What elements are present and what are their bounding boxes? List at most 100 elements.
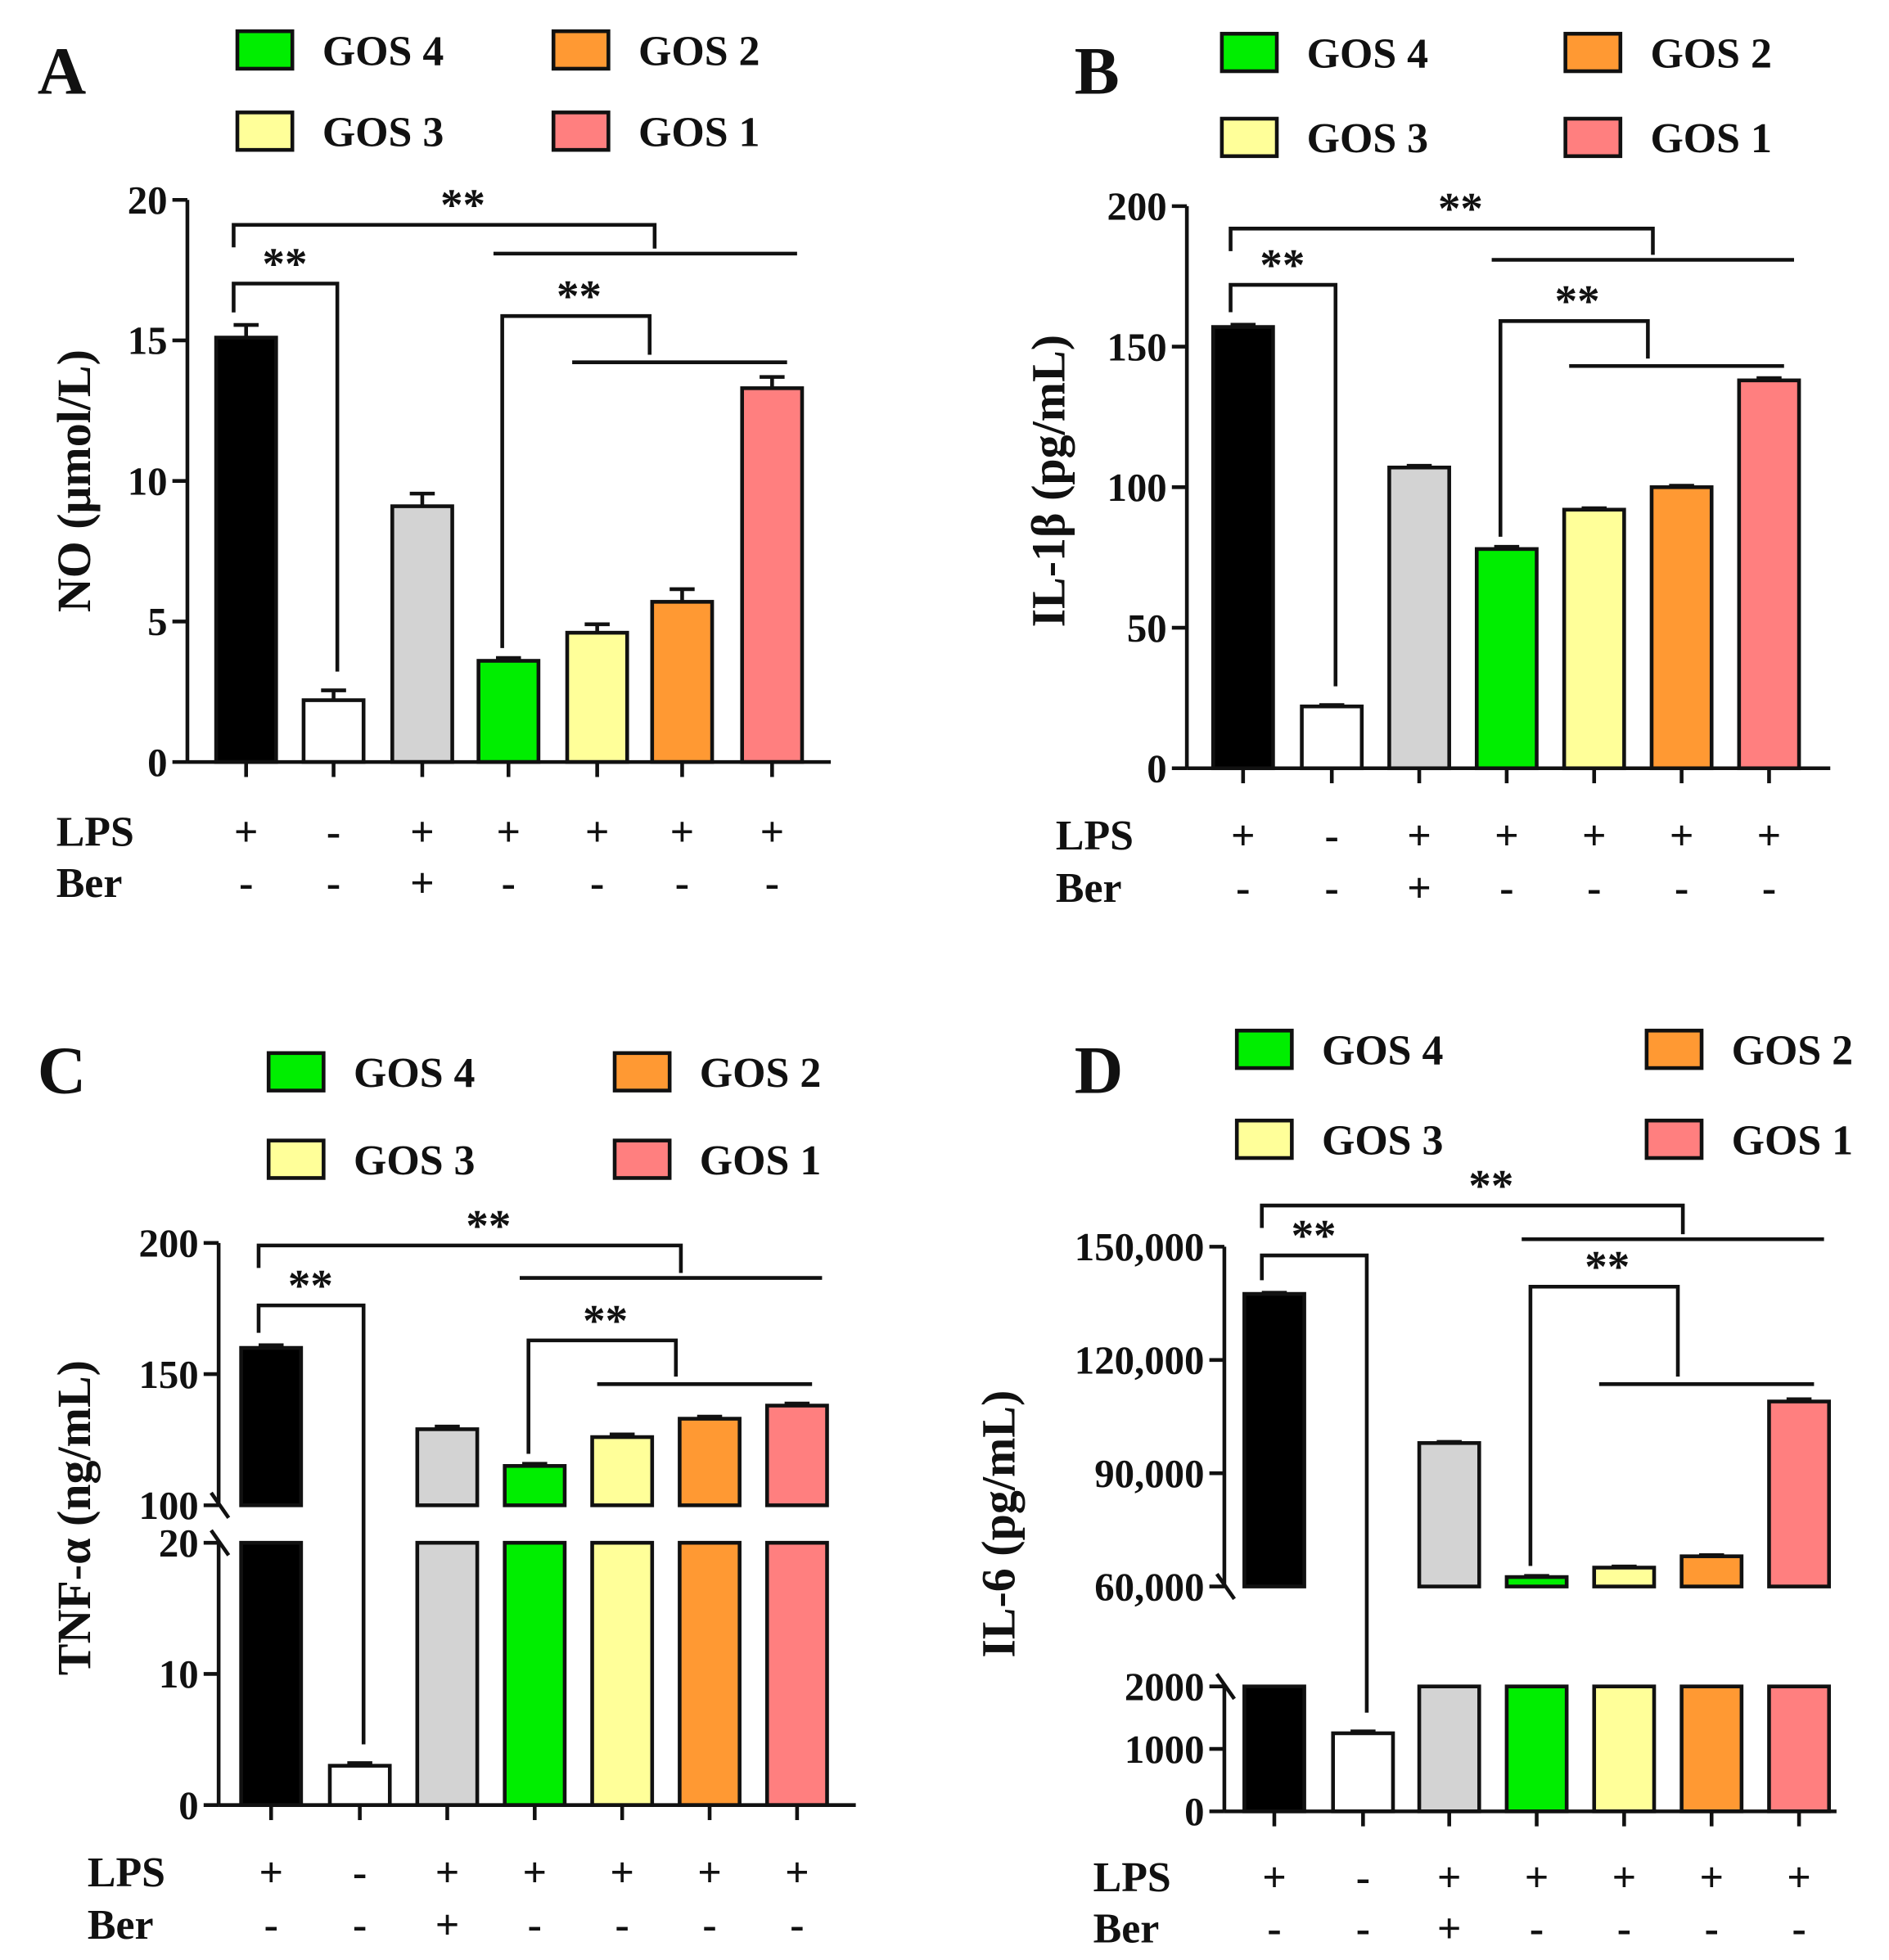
bar-ber bbox=[1417, 1440, 1481, 1588]
ber-marker: - bbox=[1236, 865, 1250, 912]
legend-swatch bbox=[1234, 1029, 1294, 1070]
significance-bracket bbox=[1260, 1203, 1824, 1241]
legend-swatch bbox=[612, 1138, 672, 1180]
significance-stars: ** bbox=[1260, 240, 1305, 290]
error-bar bbox=[697, 1414, 723, 1419]
bar-gos-2 bbox=[678, 1540, 742, 1808]
bar-gos-1 bbox=[764, 1404, 829, 1507]
ber-marker: + bbox=[410, 860, 435, 907]
legend-swatch bbox=[266, 1138, 326, 1180]
lps-marker: + bbox=[1699, 1854, 1724, 1901]
bar-control bbox=[1300, 704, 1364, 771]
ber-marker: - bbox=[1267, 1906, 1281, 1953]
ber-marker: - bbox=[1356, 1906, 1370, 1953]
y-tick-label: 60,000 bbox=[1094, 1564, 1204, 1609]
legend-label: GOS 1 bbox=[1732, 1117, 1853, 1164]
legend-swatch bbox=[1220, 31, 1279, 74]
lps-row-label: LPS bbox=[1056, 813, 1134, 859]
error-bar bbox=[1494, 544, 1520, 549]
panel-a: A GOS 4 GOS 2 GOS 3 GOS 1 NO (μmol/L) + - - - + + + -… bbox=[38, 28, 832, 907]
bar-gos-3 bbox=[1592, 1566, 1657, 1588]
lps-marker: + bbox=[1582, 813, 1607, 859]
lps-marker: + bbox=[1525, 1854, 1549, 1901]
bar-gos-4 bbox=[1474, 547, 1539, 771]
ber-row-label: Ber bbox=[1056, 865, 1122, 912]
y-tick-label: 0 bbox=[1184, 1789, 1204, 1834]
legend-swatch bbox=[235, 110, 295, 152]
legend-swatch bbox=[551, 110, 611, 152]
significance-stars: ** bbox=[466, 1201, 511, 1250]
significance-stars: ** bbox=[1468, 1160, 1513, 1210]
significance-bracket bbox=[232, 223, 797, 256]
y-tick-label: 1000 bbox=[1125, 1727, 1205, 1772]
y-tick-label: 200 bbox=[1107, 184, 1166, 229]
significance-stars: ** bbox=[1292, 1210, 1337, 1260]
ber-marker: + bbox=[1437, 1906, 1462, 1953]
lps-marker: + bbox=[1787, 1854, 1811, 1901]
lps-marker: - bbox=[353, 1850, 367, 1896]
significance-stars: ** bbox=[557, 271, 602, 321]
significance-stars: ** bbox=[288, 1260, 333, 1310]
error-bar bbox=[233, 322, 259, 338]
legend-swatch bbox=[612, 1051, 672, 1093]
y-tick-label: 10 bbox=[128, 458, 168, 503]
error-bar bbox=[609, 1432, 635, 1438]
bar-ber bbox=[415, 1427, 480, 1507]
legend: GOS 4 GOS 2 GOS 3 GOS 1 bbox=[235, 28, 760, 156]
lps-marker: + bbox=[697, 1850, 722, 1896]
bar-lps bbox=[1242, 1684, 1306, 1814]
y-tick-label: 150 bbox=[138, 1352, 198, 1397]
bar-control bbox=[327, 1764, 392, 1808]
error-bar bbox=[1669, 484, 1694, 488]
legend: GOS 4 GOS 2 GOS 3 GOS 1 bbox=[266, 1050, 821, 1184]
ber-marker: - bbox=[1675, 865, 1688, 912]
lps-marker: + bbox=[1612, 1854, 1637, 1901]
legend-swatch bbox=[1563, 31, 1623, 74]
significance-stars: ** bbox=[1438, 183, 1483, 233]
y-tick-label: 20 bbox=[128, 178, 168, 223]
legend-label: GOS 1 bbox=[638, 110, 760, 156]
legend-swatch bbox=[1644, 1118, 1704, 1160]
bar-gos-3 bbox=[590, 1540, 655, 1808]
y-tick-label: 50 bbox=[1127, 606, 1167, 651]
bar-gos-4 bbox=[503, 1463, 567, 1507]
significance-bracket bbox=[256, 1243, 823, 1280]
significance-bracket bbox=[1528, 1284, 1815, 1566]
legend-swatch bbox=[235, 29, 295, 71]
bar-gos-2 bbox=[1679, 1684, 1744, 1814]
axis-break-mark bbox=[1215, 1573, 1237, 1601]
lps-marker: + bbox=[1757, 813, 1782, 859]
bar-gos-1 bbox=[1737, 378, 1801, 771]
bar-gos-4 bbox=[476, 659, 541, 764]
ber-marker: - bbox=[790, 1902, 804, 1949]
lps-marker: + bbox=[1262, 1854, 1287, 1901]
y-axis-label: IL-6 (pg/mL) bbox=[972, 1390, 1025, 1658]
lps-marker: + bbox=[1231, 813, 1256, 859]
bar-lps bbox=[239, 1540, 304, 1808]
error-bar bbox=[760, 375, 785, 389]
legend-label: GOS 2 bbox=[1732, 1028, 1853, 1075]
error-bar bbox=[1786, 1397, 1812, 1402]
axis-break-mark bbox=[210, 1529, 231, 1557]
lps-marker: + bbox=[1407, 813, 1431, 859]
lps-row-label: LPS bbox=[56, 809, 134, 855]
error-bar bbox=[1756, 376, 1782, 381]
error-bar bbox=[1261, 1291, 1287, 1295]
ber-marker: - bbox=[590, 860, 604, 907]
legend-swatch bbox=[266, 1051, 326, 1093]
error-bar bbox=[1319, 703, 1345, 707]
error-bar bbox=[1406, 463, 1432, 468]
panel-letter: D bbox=[1075, 1034, 1124, 1108]
lps-marker: + bbox=[496, 809, 521, 855]
y-tick-label: 150 bbox=[1107, 324, 1166, 369]
bar-ber bbox=[390, 504, 454, 764]
bar-gos-3 bbox=[1562, 507, 1626, 771]
bar-lps bbox=[1210, 325, 1275, 771]
lps-marker: + bbox=[234, 809, 259, 855]
bar-gos-4 bbox=[1504, 1575, 1569, 1588]
legend-label: GOS 4 bbox=[1322, 1028, 1443, 1075]
significance-stars: ** bbox=[263, 238, 308, 288]
legend-swatch bbox=[1644, 1029, 1704, 1070]
bar-gos-2 bbox=[650, 600, 715, 764]
